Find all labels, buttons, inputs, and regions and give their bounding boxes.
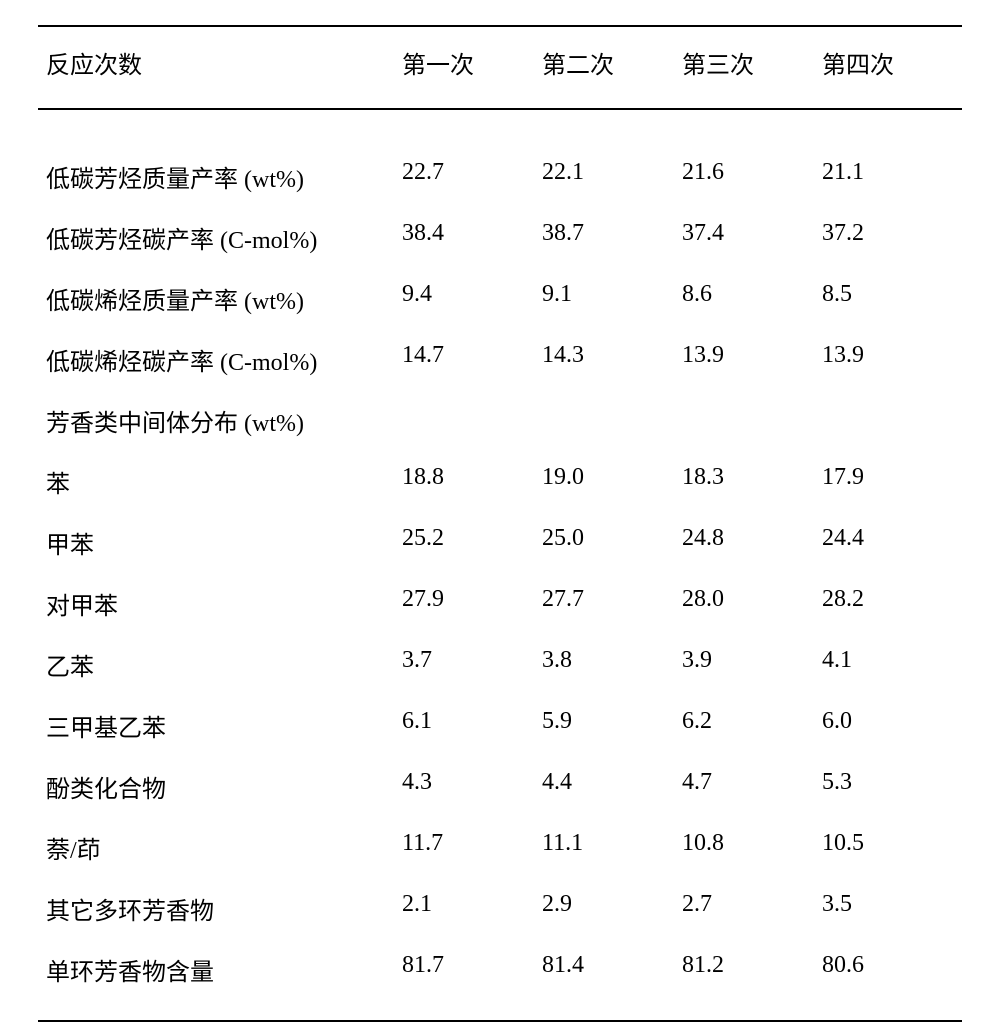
table-row: 低碳烯烃质量产率 (wt%) 9.4 9.1 8.6 8.5 (38, 268, 962, 329)
table-row: 酚类化合物 4.3 4.4 4.7 5.3 (38, 756, 962, 817)
table-row: 甲苯 25.2 25.0 24.8 24.4 (38, 512, 962, 573)
row-value: 38.7 (538, 220, 678, 255)
row-value: 8.6 (678, 281, 818, 316)
row-value: 18.8 (398, 464, 538, 499)
header-col-3: 第三次 (678, 45, 818, 80)
row-value: 24.4 (818, 525, 958, 560)
table-row: 单环芳香物含量 81.7 81.4 81.2 80.6 (38, 939, 962, 1000)
row-value: 13.9 (678, 342, 818, 377)
row-value: 27.7 (538, 586, 678, 621)
row-value: 14.3 (538, 342, 678, 377)
row-value: 22.7 (398, 159, 538, 194)
row-value: 81.4 (538, 952, 678, 987)
row-value: 3.7 (398, 647, 538, 682)
row-value: 3.9 (678, 647, 818, 682)
table-row: 乙苯 3.7 3.8 3.9 4.1 (38, 634, 962, 695)
row-value: 21.6 (678, 159, 818, 194)
row-value (398, 403, 538, 438)
row-value: 22.1 (538, 159, 678, 194)
row-value: 6.1 (398, 708, 538, 743)
table-row: 其它多环芳香物 2.1 2.9 2.7 3.5 (38, 878, 962, 939)
row-value: 81.7 (398, 952, 538, 987)
row-label: 对甲苯 (38, 586, 398, 621)
row-value: 4.7 (678, 769, 818, 804)
row-value: 4.3 (398, 769, 538, 804)
row-value: 28.2 (818, 586, 958, 621)
row-label: 芳香类中间体分布 (wt%) (38, 403, 398, 438)
row-value: 2.9 (538, 891, 678, 926)
row-label: 低碳烯烃质量产率 (wt%) (38, 281, 398, 316)
row-value: 38.4 (398, 220, 538, 255)
row-value: 25.2 (398, 525, 538, 560)
row-label: 苯 (38, 464, 398, 499)
row-value (678, 403, 818, 438)
row-label: 低碳芳烃质量产率 (wt%) (38, 159, 398, 194)
row-value: 6.0 (818, 708, 958, 743)
data-table: 反应次数 第一次 第二次 第三次 第四次 低碳芳烃质量产率 (wt%) 22.7… (38, 25, 962, 1022)
row-value: 37.4 (678, 220, 818, 255)
row-value: 24.8 (678, 525, 818, 560)
row-value: 28.0 (678, 586, 818, 621)
header-col-2: 第二次 (538, 45, 678, 80)
row-value: 3.8 (538, 647, 678, 682)
table-row: 苯 18.8 19.0 18.3 17.9 (38, 451, 962, 512)
row-value: 5.9 (538, 708, 678, 743)
row-value: 14.7 (398, 342, 538, 377)
row-label: 单环芳香物含量 (38, 952, 398, 987)
row-value: 8.5 (818, 281, 958, 316)
row-value: 27.9 (398, 586, 538, 621)
table-row: 低碳芳烃质量产率 (wt%) 22.7 22.1 21.6 21.1 (38, 146, 962, 207)
row-value: 18.3 (678, 464, 818, 499)
row-value (818, 403, 958, 438)
row-label: 其它多环芳香物 (38, 891, 398, 926)
table-row: 三甲基乙苯 6.1 5.9 6.2 6.0 (38, 695, 962, 756)
row-label: 萘/茚 (38, 830, 398, 865)
row-value: 13.9 (818, 342, 958, 377)
row-label: 三甲基乙苯 (38, 708, 398, 743)
row-label: 低碳芳烃碳产率 (C-mol%) (38, 220, 398, 255)
row-value: 2.7 (678, 891, 818, 926)
row-label: 低碳烯烃碳产率 (C-mol%) (38, 342, 398, 377)
row-value: 6.2 (678, 708, 818, 743)
row-label: 甲苯 (38, 525, 398, 560)
header-col-4: 第四次 (818, 45, 958, 80)
header-col-1: 第一次 (398, 45, 538, 80)
table-row: 低碳烯烃碳产率 (C-mol%) 14.7 14.3 13.9 13.9 (38, 329, 962, 390)
row-value: 19.0 (538, 464, 678, 499)
row-label: 乙苯 (38, 647, 398, 682)
row-value: 4.1 (818, 647, 958, 682)
table-header-row: 反应次数 第一次 第二次 第三次 第四次 (38, 25, 962, 110)
row-value: 81.2 (678, 952, 818, 987)
row-label: 酚类化合物 (38, 769, 398, 804)
row-value: 5.3 (818, 769, 958, 804)
row-value: 21.1 (818, 159, 958, 194)
row-value: 9.4 (398, 281, 538, 316)
row-value: 9.1 (538, 281, 678, 316)
header-label: 反应次数 (38, 45, 398, 80)
row-value: 10.5 (818, 830, 958, 865)
table-row: 芳香类中间体分布 (wt%) (38, 390, 962, 451)
row-value: 80.6 (818, 952, 958, 987)
row-value (538, 403, 678, 438)
row-value: 3.5 (818, 891, 958, 926)
row-value: 25.0 (538, 525, 678, 560)
row-value: 4.4 (538, 769, 678, 804)
table-row: 萘/茚 11.7 11.1 10.8 10.5 (38, 817, 962, 878)
row-value: 11.1 (538, 830, 678, 865)
table-body: 低碳芳烃质量产率 (wt%) 22.7 22.1 21.6 21.1 低碳芳烃碳… (38, 110, 962, 1022)
table-row: 低碳芳烃碳产率 (C-mol%) 38.4 38.7 37.4 37.2 (38, 207, 962, 268)
row-value: 11.7 (398, 830, 538, 865)
row-value: 37.2 (818, 220, 958, 255)
row-value: 10.8 (678, 830, 818, 865)
table-row: 对甲苯 27.9 27.7 28.0 28.2 (38, 573, 962, 634)
row-value: 17.9 (818, 464, 958, 499)
row-value: 2.1 (398, 891, 538, 926)
